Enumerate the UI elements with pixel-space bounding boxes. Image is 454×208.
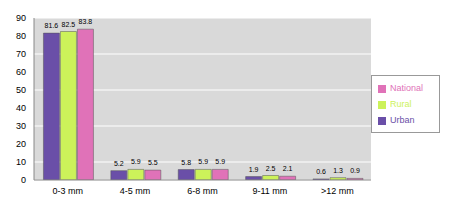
svg-text:30: 30 (16, 121, 26, 131)
svg-text:80: 80 (16, 31, 26, 41)
svg-text:0.9: 0.9 (350, 167, 360, 174)
svg-text:5.2: 5.2 (114, 160, 124, 167)
svg-text:5.9: 5.9 (215, 158, 225, 165)
svg-text:9-11 mm: 9-11 mm (252, 186, 287, 196)
svg-text:5.8: 5.8 (181, 159, 191, 166)
html-text:Rural: Rural (390, 99, 412, 109)
svg-text:40: 40 (16, 103, 26, 113)
html-text:National: National (390, 83, 423, 93)
svg-text:82.5: 82.5 (62, 21, 76, 28)
svg-text:>12 mm: >12 mm (321, 186, 354, 196)
svg-text:0-3 mm: 0-3 mm (52, 186, 83, 196)
svg-text:2.5: 2.5 (266, 165, 276, 172)
svg-text:10: 10 (16, 157, 26, 167)
svg-text:4-5 mm: 4-5 mm (120, 186, 151, 196)
svg-text:83.8: 83.8 (79, 18, 93, 25)
svg-text:0: 0 (21, 175, 26, 185)
svg-text:90: 90 (16, 13, 26, 23)
svg-text:5.5: 5.5 (148, 159, 158, 166)
svg-text:0.6: 0.6 (316, 168, 326, 175)
svg-text:70: 70 (16, 49, 26, 59)
svg-text:1.9: 1.9 (249, 166, 259, 173)
svg-text:5.9: 5.9 (131, 158, 141, 165)
svg-text:50: 50 (16, 85, 26, 95)
svg-text:81.6: 81.6 (45, 22, 59, 29)
svg-text:60: 60 (16, 67, 26, 77)
svg-text:2.1: 2.1 (283, 165, 293, 172)
html-text:Urban: Urban (390, 115, 415, 125)
svg-text:1.3: 1.3 (333, 167, 343, 174)
svg-text:20: 20 (16, 139, 26, 149)
svg-text:5.9: 5.9 (198, 158, 208, 165)
svg-text:6-8 mm: 6-8 mm (187, 186, 218, 196)
